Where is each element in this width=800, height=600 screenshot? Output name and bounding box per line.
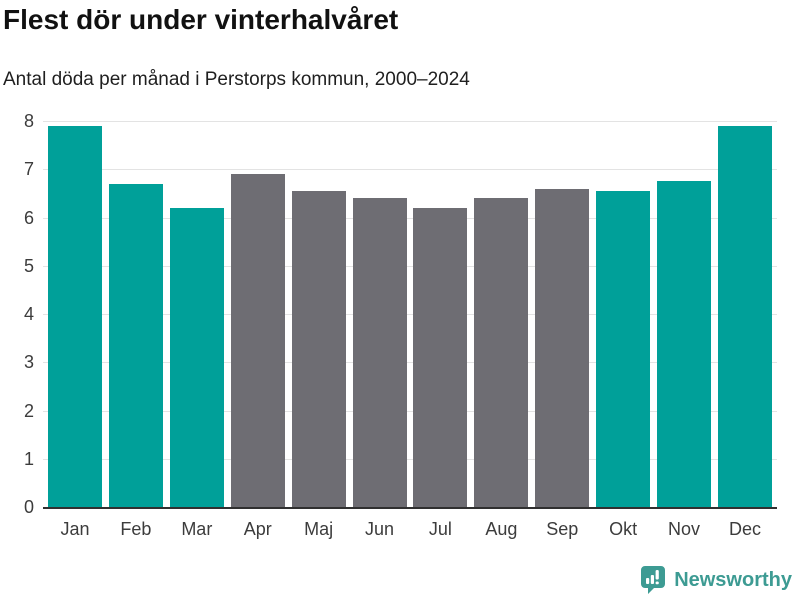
bar-jul bbox=[413, 207, 468, 507]
x-tick-label-jun: Jun bbox=[365, 519, 395, 539]
newsworthy-logo[interactable]: Newsworthy bbox=[640, 565, 792, 595]
chart-subtitle: Antal döda per månad i Perstorps kommun,… bbox=[3, 69, 470, 90]
bar-mar bbox=[169, 207, 224, 507]
x-tick-label-jan: Jan bbox=[60, 519, 90, 539]
gridline-6 bbox=[43, 217, 777, 219]
bar-aug bbox=[474, 198, 529, 507]
gridline-8 bbox=[43, 121, 777, 122]
bar-nov bbox=[657, 181, 712, 507]
y-tick-label-6: 6 bbox=[23, 207, 34, 228]
gridline-5 bbox=[43, 265, 777, 267]
x-axis: Jan Feb Mar Apr Maj Jun Jul Aug Sep Okt Nov Dec bbox=[43, 519, 777, 540]
x-tick-label-maj: Maj bbox=[304, 519, 334, 539]
x-tick-label-aug: Aug bbox=[485, 519, 518, 539]
y-tick-label-5: 5 bbox=[23, 255, 34, 276]
bar-feb bbox=[108, 183, 163, 507]
y-tick-label-1: 1 bbox=[23, 448, 34, 469]
y-tick-label-7: 7 bbox=[23, 159, 34, 180]
x-tick-label-sep: Sep bbox=[546, 519, 579, 539]
y-tick-label-3: 3 bbox=[23, 352, 34, 373]
gridline-3 bbox=[43, 362, 777, 364]
gridline-4 bbox=[43, 314, 777, 315]
y-tick-label-4: 4 bbox=[23, 304, 34, 324]
gridline-7 bbox=[43, 169, 777, 171]
x-tick-label-jul: Jul bbox=[428, 519, 452, 539]
newsworthy-bubble-barchart-icon bbox=[641, 566, 666, 594]
chart-title: Flest dör under vinterhalvåret bbox=[3, 4, 399, 35]
bar-apr bbox=[230, 174, 285, 507]
x-tick-label-feb: Feb bbox=[120, 519, 152, 539]
bar-sep bbox=[535, 188, 590, 507]
bar-series bbox=[43, 121, 777, 507]
bar-okt bbox=[596, 190, 651, 507]
x-tick-label-mar: Mar bbox=[181, 519, 213, 539]
bar-maj bbox=[291, 190, 346, 507]
x-tick-label-okt: Okt bbox=[609, 519, 638, 539]
x-tick-label-apr: Apr bbox=[243, 519, 272, 539]
x-tick-label-dec: Dec bbox=[728, 519, 761, 539]
bar-jan bbox=[48, 125, 102, 507]
x-tick-label-nov: Nov bbox=[668, 519, 701, 539]
plot-area bbox=[43, 121, 777, 509]
bar-jun bbox=[352, 198, 407, 507]
gridline-1 bbox=[43, 458, 777, 460]
gridline-2 bbox=[43, 410, 777, 412]
y-tick-label-0: 0 bbox=[23, 497, 34, 517]
bar-dec bbox=[717, 125, 772, 507]
brand-name: Newsworthy bbox=[674, 568, 792, 591]
y-axis: 0 1 2 3 4 5 6 7 8 bbox=[0, 111, 34, 517]
y-tick-label-8: 8 bbox=[23, 111, 34, 131]
y-tick-label-2: 2 bbox=[23, 400, 34, 421]
